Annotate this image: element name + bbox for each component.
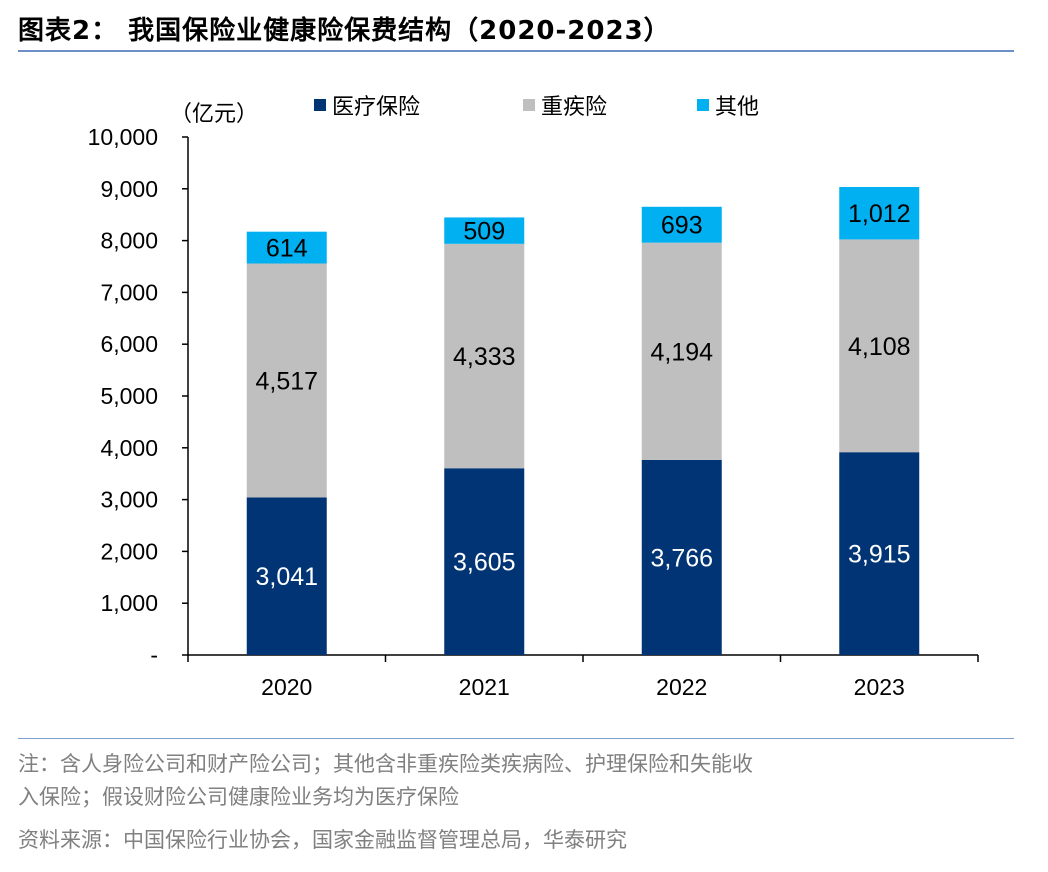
legend-label-medical: 医疗保险 xyxy=(332,95,420,120)
title-divider xyxy=(18,50,1014,52)
data-label-other-2022: 693 xyxy=(661,212,703,240)
data-label-critical-2020: 4,517 xyxy=(255,367,318,395)
data-label-other-2021: 509 xyxy=(463,218,505,246)
legend-swatch-critical xyxy=(523,99,535,111)
note-line-2: 入保险；假设财险公司健康险业务均为医疗保险 xyxy=(18,785,459,809)
bar-other-2023 xyxy=(839,186,920,240)
legend-swatch-medical xyxy=(314,99,326,111)
data-label-medical-2020: 3,041 xyxy=(255,563,318,591)
data-label-medical-2021: 3,605 xyxy=(453,549,516,577)
bar-other-2020 xyxy=(246,231,327,264)
data-label-other-2020: 614 xyxy=(266,235,308,263)
y-tick-label: 3,000 xyxy=(100,487,158,513)
legend-label-critical: 重疾险 xyxy=(541,95,607,120)
data-label-critical-2022: 4,194 xyxy=(650,338,713,366)
legend-swatch-other xyxy=(697,99,709,111)
data-label-critical-2023: 4,108 xyxy=(848,333,911,361)
x-tick-label: 2023 xyxy=(854,674,905,700)
bar-medical-2022 xyxy=(641,459,722,655)
data-label-medical-2023: 3,915 xyxy=(848,541,911,569)
note-line-1: 注：含人身险公司和财产险公司；其他含非重疾险类疾病险、护理保险和失能收 xyxy=(18,752,753,776)
bar-medical-2020 xyxy=(246,497,327,655)
bar-critical-2021 xyxy=(444,243,525,469)
y-tick-label: 6,000 xyxy=(100,331,158,357)
y-tick-label: 10,000 xyxy=(88,124,158,150)
data-label-other-2023: 1,012 xyxy=(848,200,911,228)
bar-other-2022 xyxy=(641,206,722,243)
y-unit-label: （亿元） xyxy=(170,102,258,127)
bar-other-2021 xyxy=(444,217,525,244)
chart-notes: 注：含人身险公司和财产险公司；其他含非重疾险类疾病险、护理保险和失能收 入保险；… xyxy=(18,748,1028,814)
y-tick-label: 5,000 xyxy=(100,383,158,409)
footer-divider xyxy=(18,738,1014,739)
y-tick-label: 4,000 xyxy=(100,435,158,461)
data-label-medical-2022: 3,766 xyxy=(650,544,713,572)
y-tick-label: - xyxy=(150,642,158,668)
x-tick-label: 2022 xyxy=(656,674,707,700)
data-label-critical-2021: 4,333 xyxy=(453,343,516,371)
bar-medical-2023 xyxy=(839,452,920,655)
source-note: 资料来源：中国保险行业协会，国家金融监督管理总局，华泰研究 xyxy=(18,828,627,852)
y-tick-label: 9,000 xyxy=(100,176,158,202)
bar-critical-2023 xyxy=(839,239,920,453)
stacked-bar-chart: - 1,000 2,000 3,000 4,000 5,000 6,000 7,000 8,00… xyxy=(88,95,979,700)
y-tick-label: 8,000 xyxy=(100,228,158,254)
bar-critical-2022 xyxy=(641,242,722,460)
x-tick-label: 2020 xyxy=(261,674,312,700)
bar-medical-2021 xyxy=(444,468,525,655)
y-tick-label: 1,000 xyxy=(100,590,158,616)
legend-label-other: 其他 xyxy=(715,95,759,120)
y-tick-label: 7,000 xyxy=(100,279,158,305)
y-tick-label: 2,000 xyxy=(100,538,158,564)
bar-critical-2020 xyxy=(246,263,327,498)
x-tick-label: 2021 xyxy=(459,674,510,700)
chart-title: 图表2： 我国保险业健康险保费结构（2020-2023） xyxy=(18,16,671,46)
